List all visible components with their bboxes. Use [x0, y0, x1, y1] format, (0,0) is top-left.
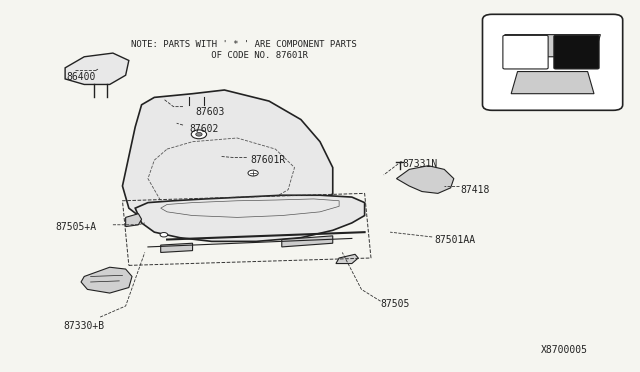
Polygon shape: [505, 35, 600, 57]
Text: 87601R: 87601R: [250, 155, 285, 165]
Text: 87505+A: 87505+A: [56, 222, 97, 232]
Polygon shape: [81, 267, 132, 293]
Text: 87603: 87603: [196, 107, 225, 117]
Text: 86400: 86400: [67, 72, 96, 82]
Text: 87602: 87602: [189, 124, 219, 134]
Text: 87330+B: 87330+B: [63, 321, 105, 331]
Polygon shape: [336, 254, 358, 263]
Text: NOTE: PARTS WITH ' * ' ARE COMPONENT PARTS
      OF CODE NO. 87601R: NOTE: PARTS WITH ' * ' ARE COMPONENT PAR…: [131, 40, 356, 60]
Circle shape: [248, 170, 258, 176]
Circle shape: [196, 132, 202, 136]
FancyBboxPatch shape: [554, 35, 599, 69]
Circle shape: [160, 232, 168, 237]
Text: X8700005: X8700005: [541, 345, 588, 355]
Polygon shape: [161, 243, 193, 253]
Polygon shape: [511, 71, 594, 94]
Text: 87418: 87418: [460, 185, 490, 195]
Polygon shape: [125, 214, 141, 227]
Text: 87501AA: 87501AA: [435, 234, 476, 244]
Text: 87331N: 87331N: [403, 159, 438, 169]
Polygon shape: [122, 90, 333, 234]
Polygon shape: [282, 236, 333, 247]
Polygon shape: [135, 195, 365, 241]
Circle shape: [191, 130, 207, 139]
Polygon shape: [65, 53, 129, 84]
FancyBboxPatch shape: [483, 14, 623, 110]
Text: 87505: 87505: [381, 299, 410, 309]
Polygon shape: [396, 166, 454, 193]
FancyBboxPatch shape: [503, 35, 548, 69]
